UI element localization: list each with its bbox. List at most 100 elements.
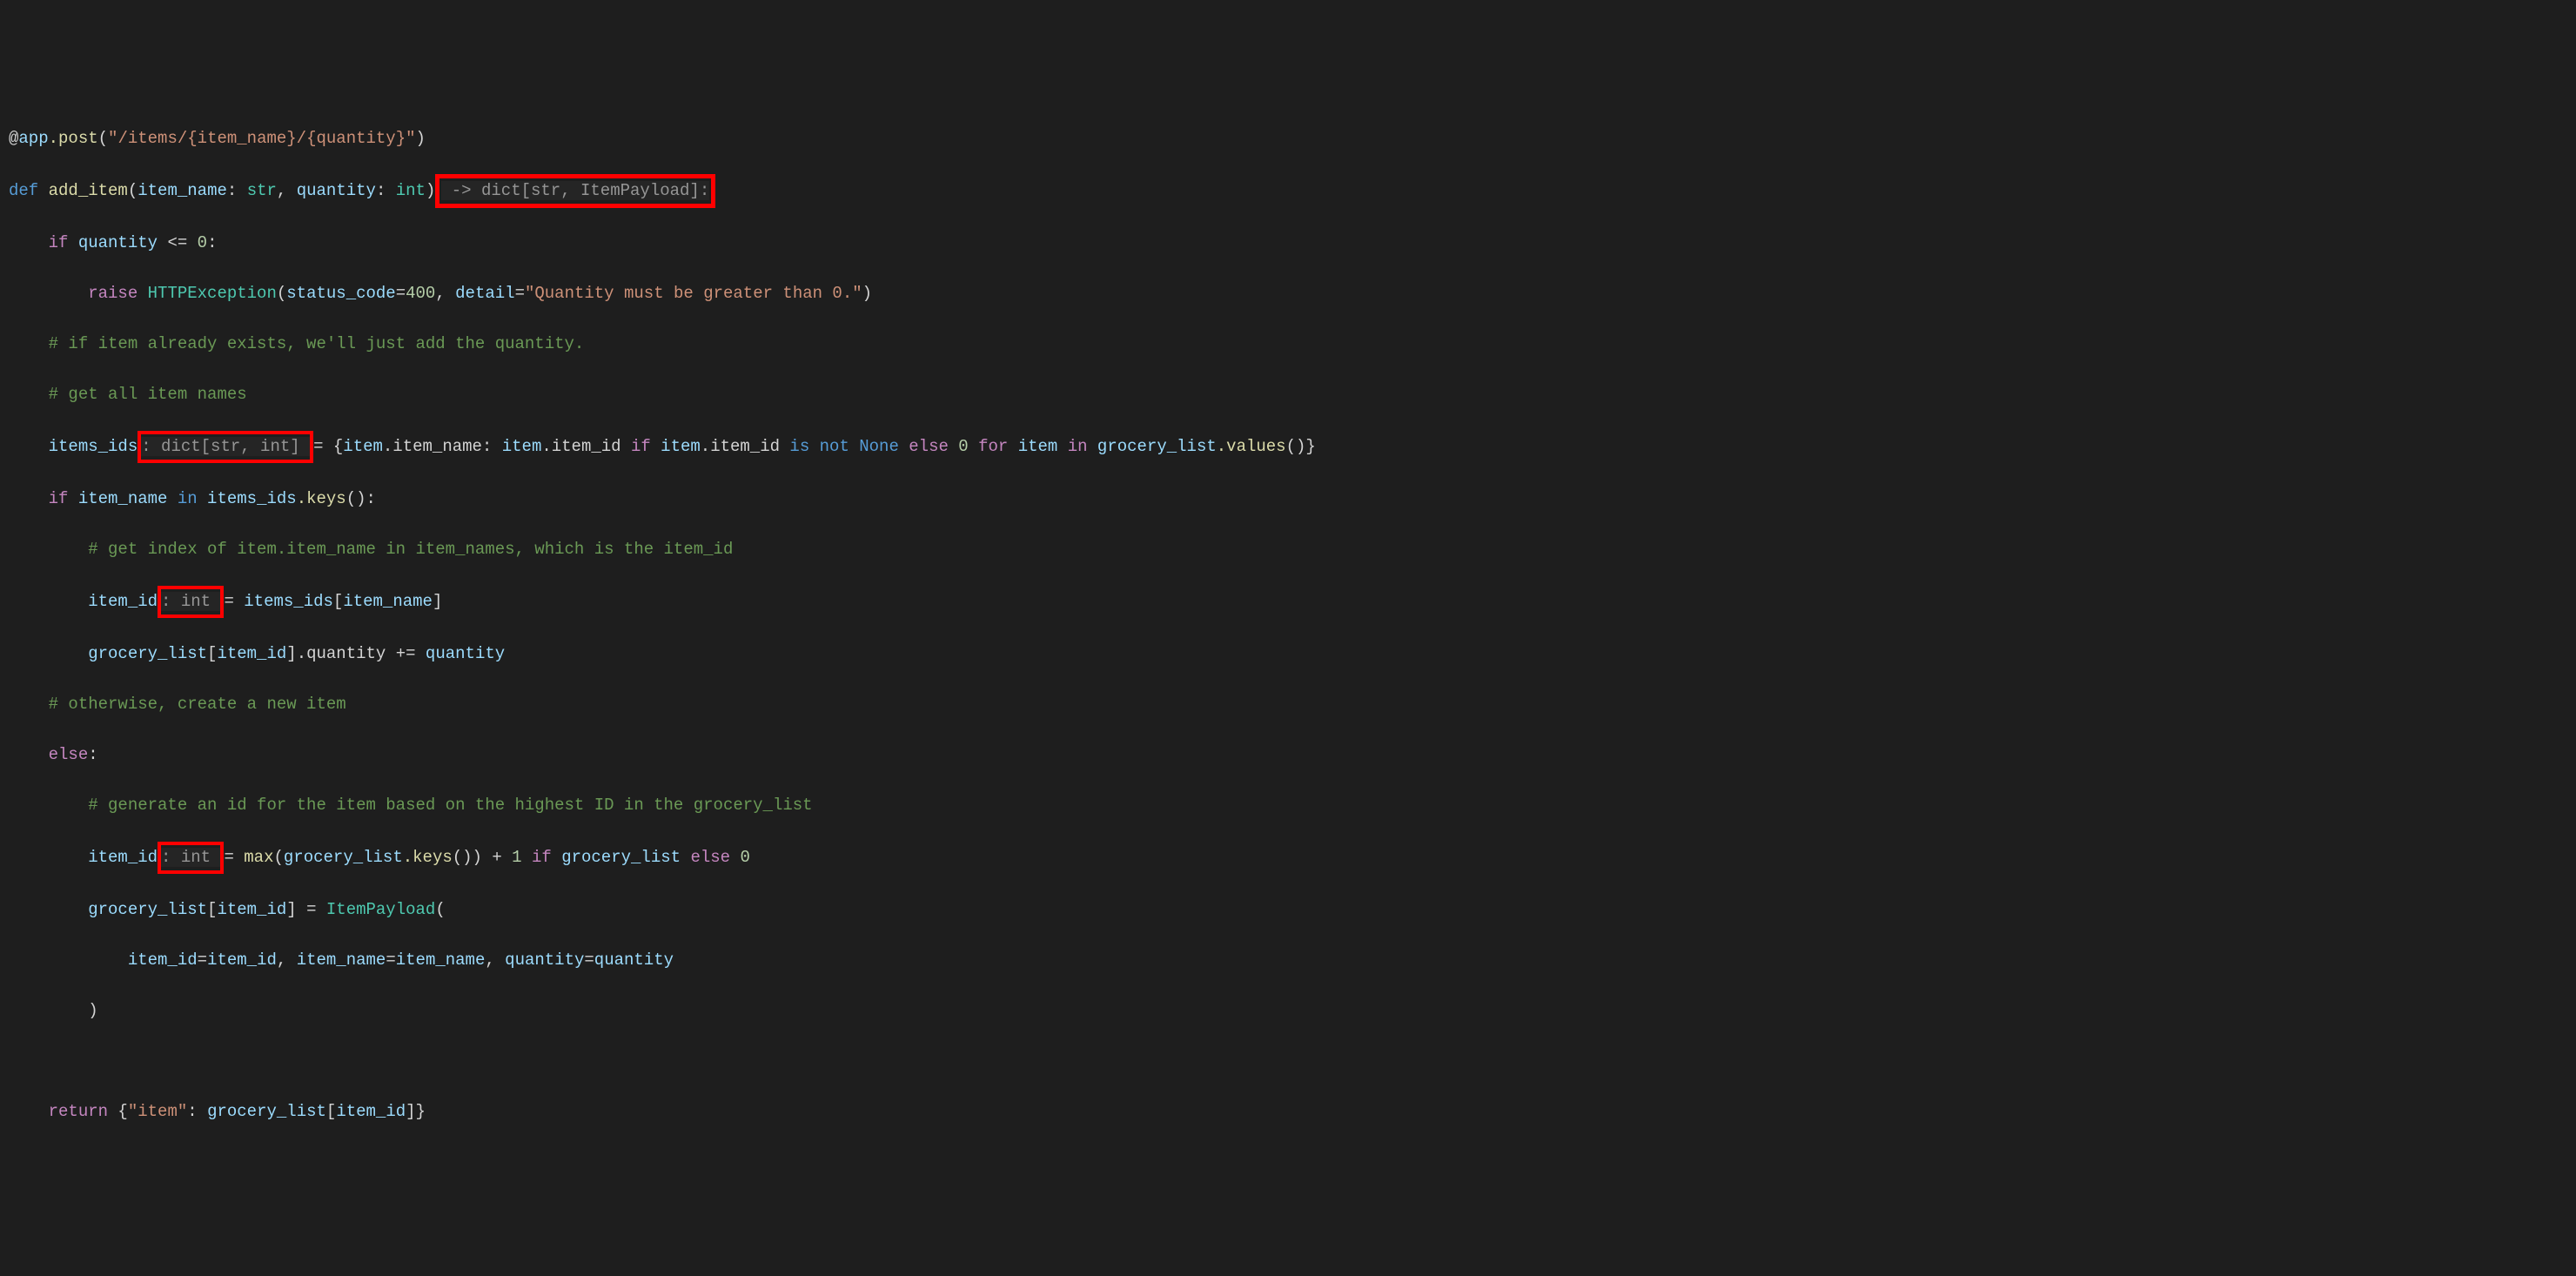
bracket-open: [ [326, 1102, 336, 1121]
var-item-id: item_id [88, 592, 158, 611]
if-keyword: if [522, 848, 552, 867]
def-keyword: def [9, 181, 38, 200]
highlight-dict-hint: : dict[str, int] [138, 431, 313, 463]
paren-open: ( [277, 284, 286, 303]
paren-open: ( [274, 848, 284, 867]
var-item: item [343, 437, 383, 456]
if-keyword: if [49, 489, 69, 508]
colon: : [187, 1102, 207, 1121]
paren-close: ) [88, 1001, 97, 1020]
equals: = [396, 284, 406, 303]
indent [9, 284, 88, 303]
none-keyword: None [849, 437, 899, 456]
paren-open: ( [435, 900, 445, 919]
paren-open: ( [98, 129, 108, 148]
var-item-id: item_id [217, 900, 286, 919]
code-line-15: item_id: int = max(grocery_list.keys()) … [9, 843, 2567, 872]
bracket-open: [ [207, 644, 217, 663]
inlay-int-type: : int [161, 848, 220, 867]
raise-keyword: raise [88, 284, 138, 303]
highlight-int-hint-2: : int [158, 842, 224, 874]
indent [9, 848, 88, 867]
else-keyword: else [49, 745, 89, 764]
type-str: str [247, 181, 277, 200]
comma: , [277, 950, 297, 970]
exception-class: HTTPException [138, 284, 277, 303]
close-eq: ] = [286, 900, 326, 919]
paren-close: ) [862, 284, 872, 303]
var-quantity: quantity [416, 644, 506, 663]
code-line-13: else: [9, 742, 2567, 768]
var-items-ids: items_ids [244, 592, 333, 611]
indent [9, 644, 88, 663]
comma: , [435, 284, 455, 303]
indent [9, 334, 49, 353]
var-item: item [502, 437, 542, 456]
equals: = [386, 950, 395, 970]
in-keyword: in [1068, 437, 1088, 456]
not-keyword: not [809, 437, 849, 456]
return-keyword: return [49, 1102, 108, 1121]
indent [9, 950, 128, 970]
kwarg-status-code: status_code [286, 284, 395, 303]
indent [9, 385, 49, 404]
if-keyword: if [631, 437, 651, 456]
var-item-id: item_id [88, 848, 158, 867]
if-keyword: if [49, 233, 69, 252]
var-item-name: item_name [68, 489, 177, 508]
indent [9, 745, 49, 764]
code-line-4: raise HTTPException(status_code=400, det… [9, 281, 2567, 306]
route-string: "/items/{item_name}/{quantity}" [108, 129, 415, 148]
paren-open: ( [128, 181, 138, 200]
indent [9, 1102, 49, 1121]
colon: : [207, 233, 217, 252]
in-keyword: in [178, 489, 198, 508]
inlay-dict-type: : dict[str, int] [141, 437, 310, 456]
kwarg-item-id: item_id [128, 950, 198, 970]
number-zero: 0 [730, 848, 750, 867]
equals-brace: = { [313, 437, 343, 456]
var-items-ids: items_ids [49, 437, 138, 456]
code-line-19: return {"item": grocery_list[item_id]} [9, 1099, 2567, 1125]
decorator-obj: app [18, 129, 48, 148]
comment: # generate an id for the item based on t… [88, 796, 812, 815]
for-keyword: for [969, 437, 1009, 456]
method-keys: .keys [403, 848, 453, 867]
var-quantity: quantity [594, 950, 674, 970]
code-line-blank [9, 1049, 2567, 1074]
indent [9, 489, 49, 508]
param-quantity: quantity [297, 181, 376, 200]
method-keys: .keys [297, 489, 346, 508]
equals: = [224, 848, 244, 867]
var-item-id: item_id [207, 950, 277, 970]
inlay-return-type: -> dict[str, ItemPayload]: [441, 181, 709, 200]
number-zero: 0 [949, 437, 969, 456]
code-line-8: if item_name in items_ids.keys(): [9, 487, 2567, 512]
kwarg-detail: detail [455, 284, 514, 303]
code-line-10: item_id: int = items_ids[item_name] [9, 588, 2567, 616]
var-items-ids: items_ids [198, 489, 297, 508]
comma: , [485, 950, 505, 970]
indent [9, 695, 49, 714]
var-item: item [1008, 437, 1067, 456]
code-line-2: def add_item(item_name: str, quantity: i… [9, 177, 2567, 205]
else-keyword: else [690, 848, 730, 867]
code-editor-view: @app.post("/items/{item_name}/{quantity}… [0, 101, 2576, 1150]
is-keyword: is [789, 437, 809, 456]
indent [9, 233, 49, 252]
comma: , [277, 181, 297, 200]
indent [9, 592, 88, 611]
var-item: item [651, 437, 701, 456]
type-int: int [396, 181, 426, 200]
brace-open: { [108, 1102, 128, 1121]
var-grocery-list: grocery_list [1088, 437, 1217, 456]
indent [9, 1001, 88, 1020]
code-line-6: # get all item names [9, 382, 2567, 407]
equals: = [224, 592, 244, 611]
code-line-11: grocery_list[item_id].quantity += quanti… [9, 641, 2567, 667]
bracket-close: ] [286, 644, 296, 663]
paren-close: ) [426, 181, 435, 200]
close: ]} [406, 1102, 426, 1121]
attr-access: .item_id [701, 437, 790, 456]
code-line-14: # generate an id for the item based on t… [9, 793, 2567, 818]
